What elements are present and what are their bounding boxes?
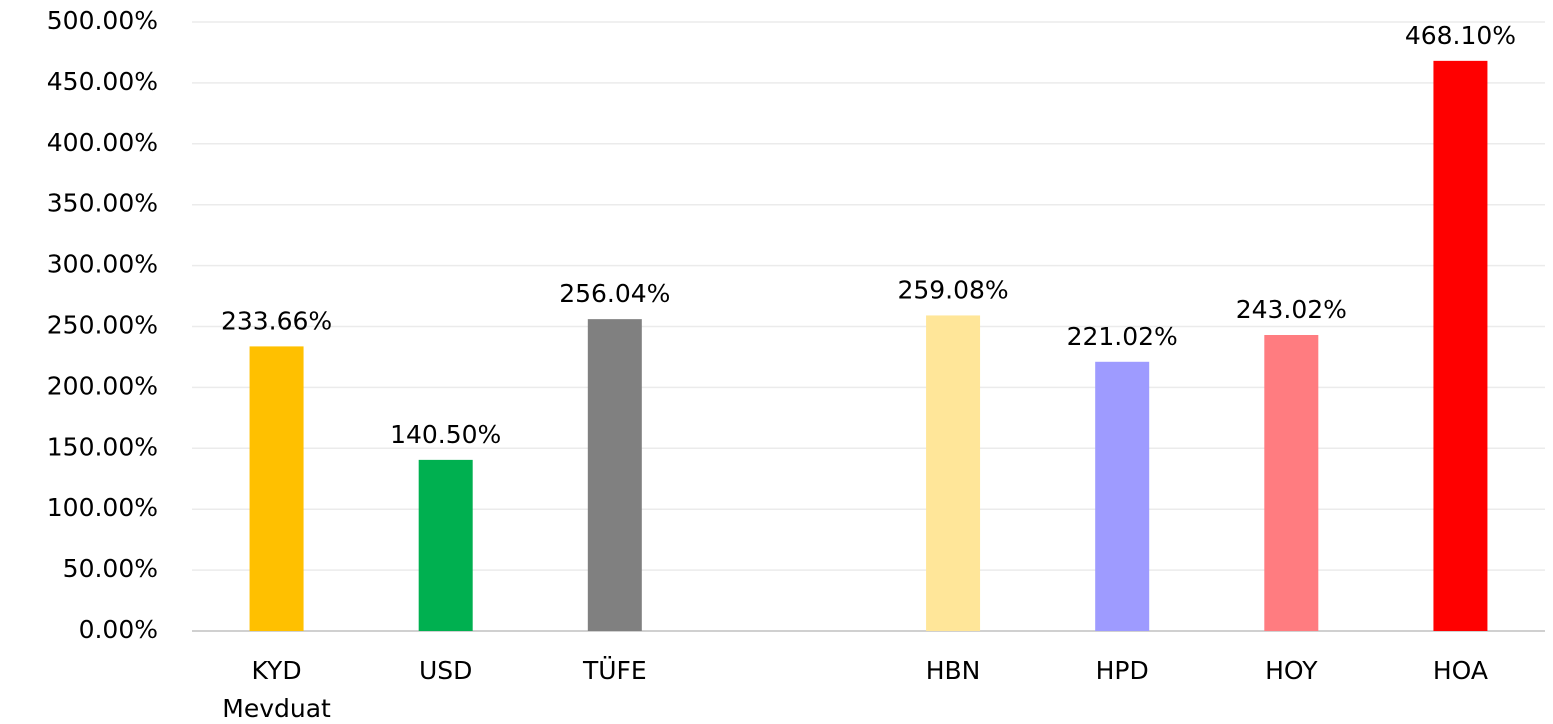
bar — [418, 459, 473, 631]
x-tick-label: HOA — [1432, 656, 1488, 685]
y-tick-label: 400.00% — [47, 128, 158, 157]
x-tick-label: KYD Mevduat — [222, 656, 331, 723]
data-label: 243.02% — [1236, 295, 1347, 324]
data-label: 259.08% — [897, 275, 1008, 304]
bar — [1264, 335, 1319, 631]
x-tick-label: TÜFE — [582, 656, 647, 685]
y-tick-label: 50.00% — [63, 554, 158, 583]
data-label: 140.50% — [390, 420, 501, 449]
y-tick-label: 150.00% — [47, 432, 158, 461]
data-label: 256.04% — [559, 279, 670, 308]
bar — [249, 346, 304, 631]
data-label: 233.66% — [221, 306, 332, 335]
x-tick-label: HBN — [925, 656, 981, 685]
x-tick-label: USD — [418, 656, 473, 685]
bar — [587, 319, 642, 631]
y-tick-label: 350.00% — [47, 189, 158, 218]
bar — [1095, 361, 1150, 631]
data-label: 468.10% — [1405, 21, 1516, 50]
y-tick-label: 0.00% — [79, 615, 158, 644]
y-tick-label: 100.00% — [47, 493, 158, 522]
y-tick-label: 450.00% — [47, 67, 158, 96]
y-tick-label: 500.00% — [47, 6, 158, 35]
y-tick-label: 200.00% — [47, 371, 158, 400]
bar — [1433, 60, 1488, 632]
y-tick-label: 300.00% — [47, 250, 158, 279]
x-tick-label: HOY — [1265, 656, 1318, 685]
data-label: 221.02% — [1067, 322, 1178, 351]
bar — [926, 315, 981, 631]
y-tick-label: 250.00% — [47, 311, 158, 340]
x-tick-label: HPD — [1095, 656, 1149, 685]
